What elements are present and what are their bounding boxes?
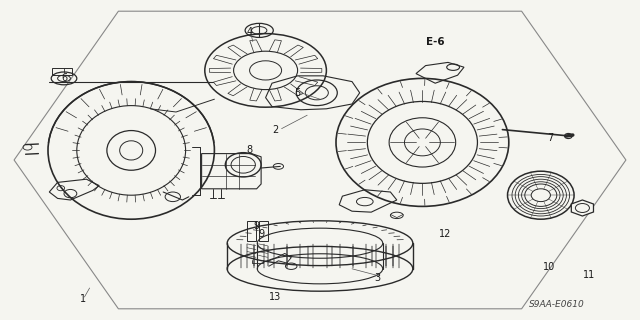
Bar xyxy=(259,221,268,241)
Bar xyxy=(247,221,256,241)
Text: 6: 6 xyxy=(61,73,67,84)
Text: 13: 13 xyxy=(269,292,282,302)
Text: 11: 11 xyxy=(582,270,595,280)
Text: 8: 8 xyxy=(246,145,253,156)
Polygon shape xyxy=(572,200,593,216)
Text: 4: 4 xyxy=(246,27,253,37)
Text: 12: 12 xyxy=(438,229,451,239)
Text: S9AA-E0610: S9AA-E0610 xyxy=(529,300,585,309)
Bar xyxy=(52,68,72,75)
Text: 5: 5 xyxy=(294,88,301,98)
Text: 10: 10 xyxy=(543,262,556,272)
Text: 7: 7 xyxy=(547,132,554,143)
Text: 2: 2 xyxy=(272,124,278,135)
Text: 9: 9 xyxy=(258,229,264,239)
Text: 3: 3 xyxy=(374,273,381,284)
Text: 1: 1 xyxy=(80,294,86,304)
Text: 9: 9 xyxy=(253,220,259,231)
Text: E-6: E-6 xyxy=(426,36,445,47)
